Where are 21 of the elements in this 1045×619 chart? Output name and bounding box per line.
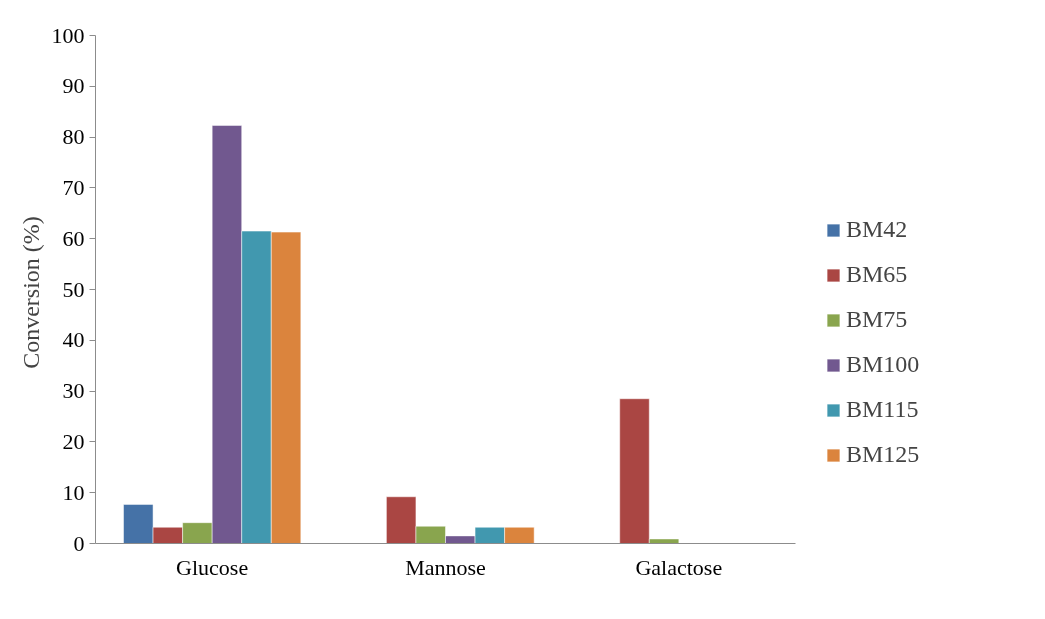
- y-tick-label: 20: [62, 428, 85, 454]
- y-tick-label: 50: [62, 276, 85, 302]
- y-tick-label: 80: [62, 124, 85, 150]
- y-tick-label: 30: [62, 378, 85, 404]
- y-tick-label: 100: [51, 22, 85, 48]
- legend-label: BM100: [846, 351, 920, 378]
- y-tick-label: 90: [62, 73, 85, 99]
- legend-label: BM65: [846, 261, 908, 288]
- y-axis-title: Conversion (%): [17, 216, 44, 369]
- legend-label: BM42: [846, 216, 908, 243]
- y-tick-label: 0: [73, 530, 85, 556]
- legend-label: BM125: [846, 441, 920, 468]
- legend-label: BM115: [846, 396, 919, 423]
- y-tick-label: 10: [62, 479, 85, 505]
- x-tick-label: Glucose: [176, 554, 249, 580]
- x-tick-label: Mannose: [405, 554, 486, 580]
- y-tick-label: 40: [62, 327, 85, 353]
- y-tick-label: 60: [62, 225, 85, 251]
- x-tick-label: Galactose: [635, 554, 723, 580]
- y-tick-label: 70: [62, 174, 85, 200]
- legend-label: BM75: [846, 306, 908, 333]
